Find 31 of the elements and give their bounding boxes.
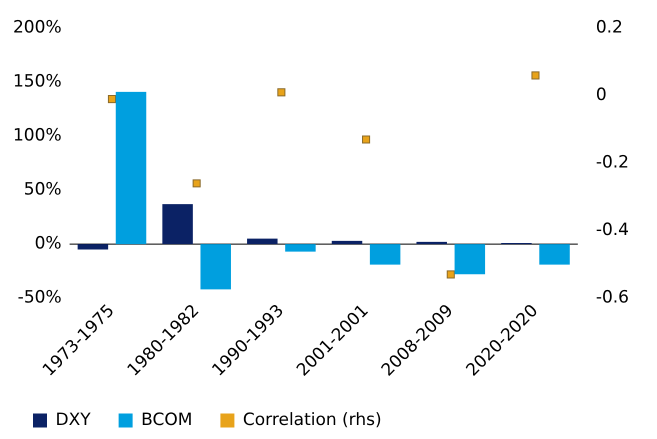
bar <box>332 240 362 244</box>
y2-tick-label: -0.2 <box>596 152 629 173</box>
bar <box>78 244 108 250</box>
y2-tick-label: 0.2 <box>596 18 623 38</box>
y-tick-label: 100% <box>12 126 62 146</box>
bar <box>116 92 146 244</box>
bar <box>200 244 231 290</box>
bar <box>416 242 447 244</box>
bar <box>539 244 570 265</box>
point <box>108 95 116 104</box>
y2-tick-label: 0 <box>596 85 607 106</box>
point <box>531 71 540 80</box>
point <box>446 270 455 278</box>
point <box>192 179 201 188</box>
point <box>277 88 286 96</box>
legend-label: DXY <box>56 410 92 430</box>
bar <box>370 244 400 265</box>
y-tick-label: 0% <box>34 234 62 254</box>
y-tick-label: -50% <box>18 287 62 308</box>
bar <box>285 244 316 252</box>
bar <box>247 238 278 244</box>
bar <box>162 204 193 244</box>
point <box>362 135 370 144</box>
y-tick-label: 50% <box>24 180 62 200</box>
legend-label: BCOM <box>141 410 192 430</box>
y2-tick-label: -0.4 <box>596 220 629 240</box>
y-tick-label: 200% <box>12 18 62 38</box>
y2-tick-label: -0.6 <box>596 287 629 308</box>
y-tick-label: 150% <box>12 72 62 92</box>
legend-label: Correlation (rhs) <box>242 410 382 430</box>
bar <box>454 244 486 274</box>
